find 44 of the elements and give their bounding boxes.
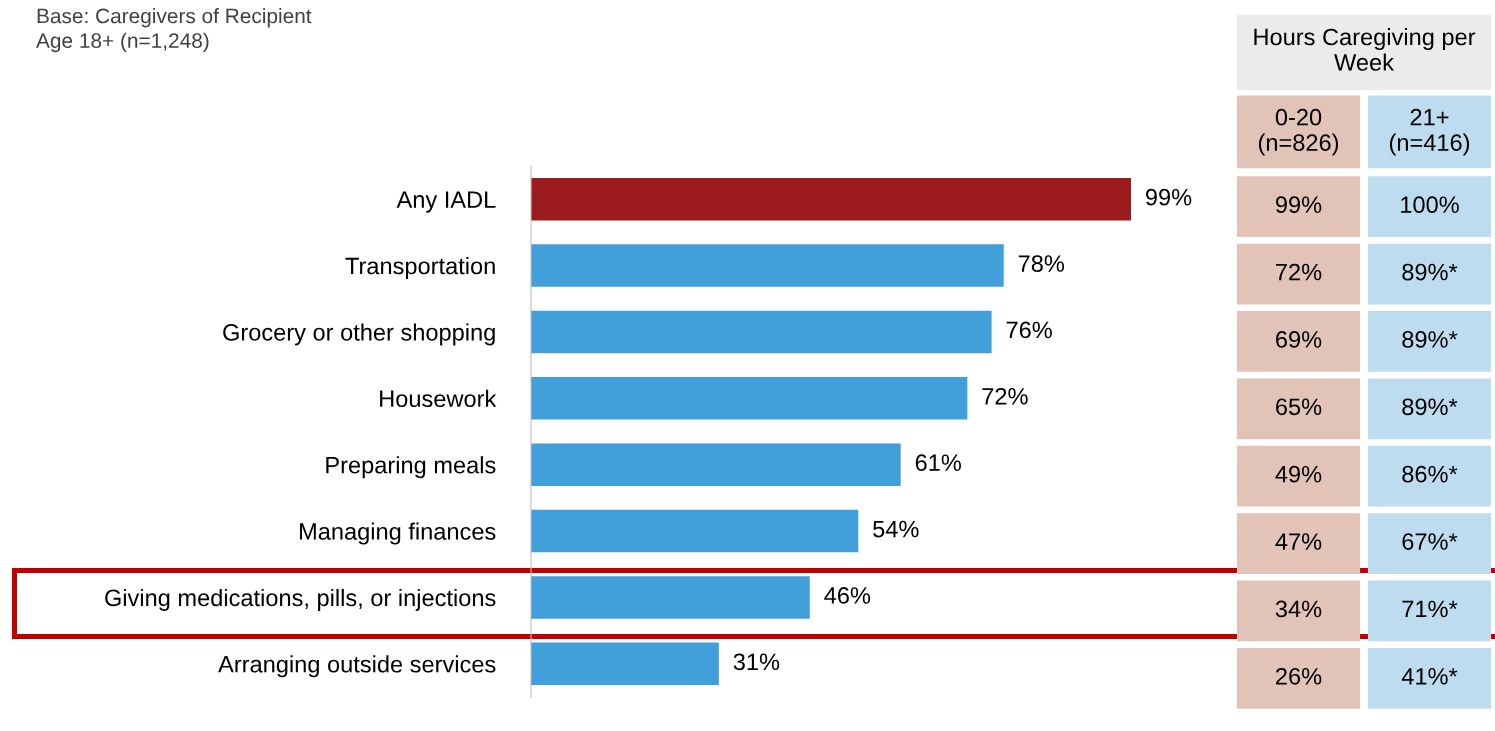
- data-label: 26%: [1276, 667, 1322, 685]
- chart-title: Hours Caregiving per Week: [1254, 28, 1476, 71]
- data-label: 54%: [873, 520, 919, 538]
- data-label: 67%*: [1402, 533, 1458, 550]
- data-label: 76%: [1006, 321, 1052, 339]
- data-label: 71%*: [1402, 600, 1458, 618]
- category-label: Giving medications, pills, or injections: [105, 588, 496, 611]
- data-label: 89%*: [1402, 331, 1458, 348]
- bar: [531, 576, 810, 619]
- data-label: 41%*: [1401, 668, 1458, 685]
- x-tick-label: 0-20 (n=826): [1258, 108, 1339, 156]
- data-label: 49%: [1275, 465, 1322, 483]
- category-label: Transportation: [345, 257, 495, 280]
- category-label: Any IADL: [396, 191, 496, 213]
- data-label: 86%*: [1402, 465, 1458, 483]
- category-label: Preparing meals: [326, 456, 496, 479]
- data-label: 99%: [1146, 188, 1192, 206]
- bar: [531, 244, 1004, 287]
- data-label: 34%: [1275, 600, 1322, 618]
- bar: [531, 310, 992, 354]
- data-label: 99%: [1275, 196, 1322, 214]
- data-label: 47%: [1275, 533, 1322, 550]
- data-label: 78%: [1018, 255, 1065, 272]
- bar: [531, 509, 859, 553]
- text: Base: Caregivers of Recipient Age 18+ (n=1,248): [36, 8, 312, 53]
- category-label: Grocery or other shopping: [223, 323, 495, 346]
- category-label: Managing finances: [300, 522, 496, 545]
- bar: [531, 443, 901, 486]
- data-label: 72%: [1276, 263, 1322, 281]
- data-label: 46%: [824, 587, 871, 604]
- category-label: Arranging outside services: [218, 655, 496, 678]
- bar: [531, 177, 1131, 221]
- data-label: 89%*: [1402, 398, 1458, 416]
- data-label: 72%: [982, 387, 1028, 405]
- bar: [531, 377, 968, 420]
- data-label: 89%*: [1402, 263, 1458, 281]
- category-label: Housework: [380, 389, 497, 408]
- data-label: 31%: [733, 653, 780, 671]
- data-label: 69%: [1276, 331, 1322, 348]
- data-label: 61%: [915, 454, 961, 472]
- x-tick-label: 21+ (n=416): [1389, 108, 1470, 156]
- data-label: 100%: [1401, 196, 1459, 214]
- data-label: 65%: [1276, 398, 1322, 416]
- bar: [531, 642, 719, 686]
